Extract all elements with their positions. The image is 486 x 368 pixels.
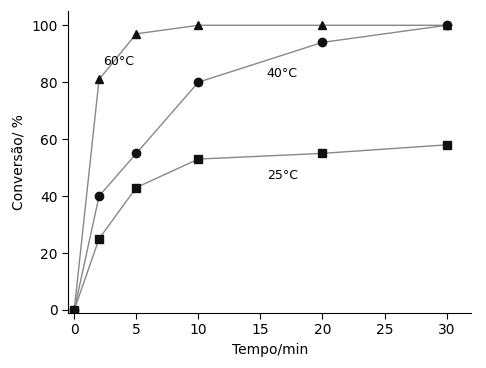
Text: 60°C: 60°C xyxy=(103,55,134,68)
X-axis label: Tempo/min: Tempo/min xyxy=(232,343,308,357)
Text: 25°C: 25°C xyxy=(267,169,297,182)
Text: 40°C: 40°C xyxy=(267,67,297,79)
Y-axis label: Conversão/ %: Conversão/ % xyxy=(12,114,26,210)
